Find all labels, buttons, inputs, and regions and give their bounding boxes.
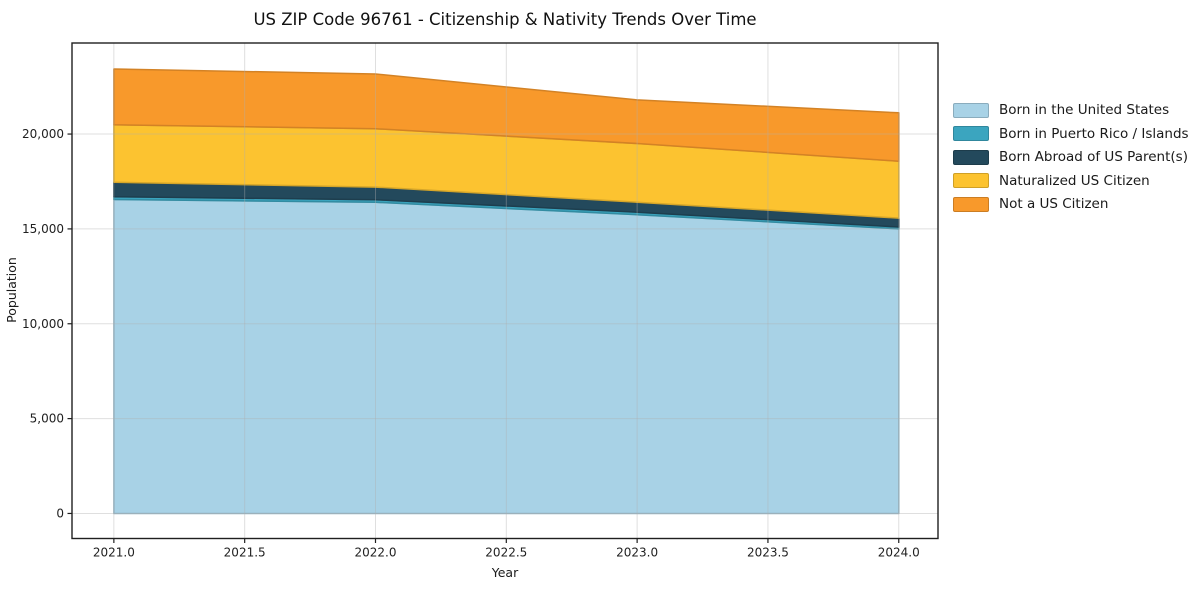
axes: 2021.0 2021.5 2022.0 2022.5 2023.0 2023.5 2024…	[22, 42, 939, 560]
stacked-areas	[113, 68, 900, 515]
legend-item-born-in-puerto-rico-islands: Born in Puerto Rico / Islands	[953, 125, 1189, 142]
legend-swatch	[953, 173, 989, 188]
legend-label: Born in the United States	[999, 102, 1170, 118]
x-tick-label: 2023.5	[747, 546, 789, 560]
legend-swatch	[953, 126, 989, 141]
y-axis-label: Population	[4, 257, 19, 323]
legend-item-born-in-the-united-states: Born in the United States	[953, 102, 1189, 118]
y-tick-label: 10,000	[22, 317, 64, 331]
legend-swatch	[953, 102, 989, 118]
x-tick-label: 2021.5	[224, 546, 266, 560]
y-tick-label: 15,000	[22, 222, 64, 236]
legend-label: Born Abroad of US Parent(s)	[999, 149, 1188, 165]
x-tick-label: 2022.0	[354, 546, 396, 560]
legend-label: Born in Puerto Rico / Islands	[999, 125, 1189, 142]
legend-item-born-abroad-of-us-parent-s: Born Abroad of US Parent(s)	[953, 149, 1189, 165]
x-tick-label: 2021.0	[93, 546, 135, 560]
chart-title: US ZIP Code 96761 - Citizenship & Nativi…	[253, 10, 756, 29]
legend-item-not-a-us-citizen: Not a US Citizen	[953, 196, 1189, 212]
legend: Born in the United States Born in Puerto …	[953, 102, 1189, 212]
gridlines	[72, 43, 938, 539]
legend-swatch	[953, 196, 989, 212]
x-tick-label: 2023.0	[616, 546, 658, 560]
area-not-a-us-citizen	[113, 68, 900, 162]
y-tick-label: 0	[56, 506, 64, 520]
legend-item-naturalized-us-citizen: Naturalized US Citizen	[953, 172, 1189, 189]
x-axis-label: Year	[491, 565, 519, 580]
legend-swatch	[953, 149, 989, 165]
y-tick-label: 5,000	[30, 412, 64, 426]
y-tick-label: 20,000	[22, 127, 64, 141]
plot-border	[71, 42, 939, 540]
legend-label: Naturalized US Citizen	[999, 172, 1150, 189]
x-tick-label: 2022.5	[485, 546, 527, 560]
legend-label: Not a US Citizen	[999, 196, 1109, 212]
x-tick-label: 2024.0	[878, 546, 920, 560]
